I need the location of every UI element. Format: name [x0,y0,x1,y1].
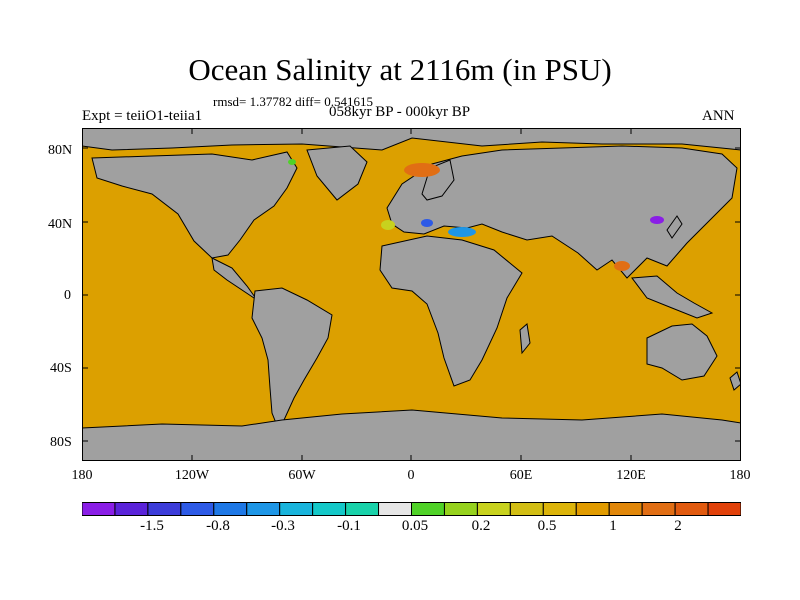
colorbar-box [246,502,281,516]
colorbar-label: -0.1 [337,518,361,534]
chart-title: Ocean Salinity at 2116m (in PSU) [188,52,612,87]
colorbar-box [147,502,182,516]
colorbar-box [575,502,610,516]
colorbar [82,502,741,516]
japan [666,215,683,239]
north-america [91,151,298,259]
lon-tick-label: 180 [729,468,751,483]
colorbar-label: 0.2 [471,518,491,534]
lat-tick-label: 40S [50,361,72,376]
central-america [211,257,258,301]
lon-tick-label: 180 [71,468,93,483]
africa [379,235,523,387]
tick-marks [82,128,741,461]
lon-tick-label: 60E [509,468,533,483]
colorbar-box [608,502,643,516]
colorbar-label: 2 [674,518,682,534]
colorbar-box [82,502,116,516]
colorbar-box [411,502,445,516]
arctic-ice-land [82,128,741,151]
colorbar-box [674,502,709,516]
greenland [306,145,368,201]
experiment-label: Expt = teiiO1-teiia1 [82,108,203,124]
colorbar-label: 1 [609,518,617,534]
period-label: 058kyr BP - 000kyr BP [329,104,471,120]
anomaly-patch [650,216,664,224]
australia [646,323,718,381]
anomaly-patch [421,219,433,227]
colorbar-label: -1.5 [140,518,164,534]
salinity-map [82,128,741,461]
new-zealand [729,371,741,391]
colorbar-label: -0.8 [206,518,230,534]
lat-tick-label: 0 [64,288,71,303]
lon-tick-label: 0 [407,468,415,483]
colorbar-box [279,502,314,516]
anomaly-patch [614,261,630,271]
southeast-asia [631,275,714,319]
south-america [251,287,333,430]
lon-tick-label: 120W [174,468,210,483]
colorbar-box [542,502,577,516]
lon-tick-label: 60W [288,468,316,483]
colorbar-box [443,502,478,516]
colorbar-box [312,502,347,516]
lat-tick-label: 80N [48,143,73,158]
anomaly-patch [381,220,395,230]
colorbar-box [641,502,676,516]
colorbar-box [476,502,511,516]
lat-tick-label: 40N [48,217,73,232]
anomaly-patch [288,159,296,165]
stats-label: rmsd= 1.37782 diff= 0.541615 [213,94,373,109]
madagascar [519,323,531,355]
colorbar-box [345,502,380,516]
colorbar-box [378,502,412,516]
anomaly-patch [448,227,476,237]
antarctica [82,409,741,461]
salinity-anomaly-patches [288,159,664,271]
colorbar-label: 0.05 [401,518,429,534]
colorbar-box [114,502,149,516]
anomaly-patch [404,163,440,177]
land-masses [82,128,741,461]
colorbar-box [213,502,248,516]
colorbar-box [180,502,215,516]
colorbar-box [707,502,741,516]
season-label: ANN [702,108,735,124]
lat-tick-label: 80S [50,435,72,450]
lon-tick-label: 120E [616,468,646,483]
colorbar-label: -0.3 [271,518,295,534]
colorbar-label: 0.5 [537,518,557,534]
colorbar-box [509,502,544,516]
